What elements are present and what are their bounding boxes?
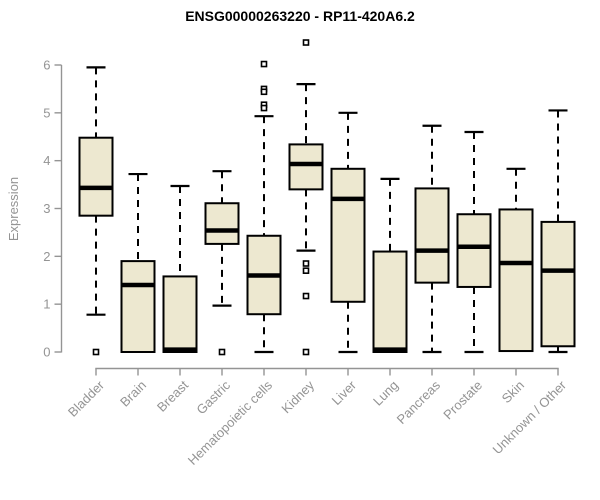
y-axis-label: Expression [6, 177, 21, 241]
box [330, 167, 366, 303]
x-tick-label: Lung [370, 378, 401, 409]
outlier-point [260, 104, 268, 112]
boxplot-group-breast [162, 184, 198, 354]
x-tick-label: Prostate [440, 378, 485, 423]
outlier-point [302, 260, 310, 267]
boxplot-group-gastric [204, 170, 240, 356]
box [540, 220, 576, 348]
boxplot-group-pancreas [414, 124, 450, 354]
outlier-point [302, 292, 310, 300]
y-tick-label: 2 [43, 249, 50, 264]
x-tick-label: Liver [329, 377, 360, 408]
boxplot-group-bladder [78, 66, 114, 356]
box [498, 208, 534, 353]
box [414, 187, 450, 284]
x-tick-label: Unknown / Other [490, 377, 570, 457]
boxplot-group-unknown-other [540, 109, 576, 354]
x-tick-label: Breast [154, 377, 191, 414]
chart-title: ENSG00000263220 - RP11-420A6.2 [185, 8, 415, 24]
x-tick-label: Bladder [65, 377, 108, 420]
box [162, 275, 198, 354]
y-tick-label: 6 [43, 58, 50, 73]
x-tick-label: Gastric [193, 377, 233, 417]
y-tick-label: 4 [43, 153, 50, 168]
box [204, 202, 240, 245]
outlier-point [92, 348, 100, 356]
y-tick-label: 5 [43, 105, 50, 120]
boxplot-group-lung [372, 177, 408, 353]
box [288, 143, 324, 191]
y-tick-label: 0 [43, 345, 50, 360]
boxes [78, 39, 576, 356]
box [372, 250, 408, 353]
outlier-point [302, 267, 310, 274]
boxplot-group-skin [498, 167, 534, 353]
outlier-point [260, 88, 268, 96]
x-tick-label: Pancreas [394, 377, 444, 427]
box [120, 260, 156, 353]
boxplot-group-prostate [456, 130, 492, 354]
boxplot-group-kidney [288, 39, 324, 356]
boxplot-group-liver [330, 111, 366, 354]
box [456, 213, 492, 288]
box [78, 136, 114, 217]
outlier-point [218, 348, 226, 356]
outlier-point [260, 60, 268, 68]
boxplot-group-hematopoietic-cells [246, 60, 282, 354]
y-tick-label: 3 [43, 201, 50, 216]
y-tick-label: 1 [43, 297, 50, 312]
x-tick-label: Kidney [278, 377, 317, 416]
outlier-point [302, 348, 310, 356]
boxplot-group-brain [120, 172, 156, 353]
x-tick-label: Brain [117, 378, 149, 410]
outlier-point [302, 39, 310, 46]
x-tick-label: Skin [499, 378, 527, 406]
